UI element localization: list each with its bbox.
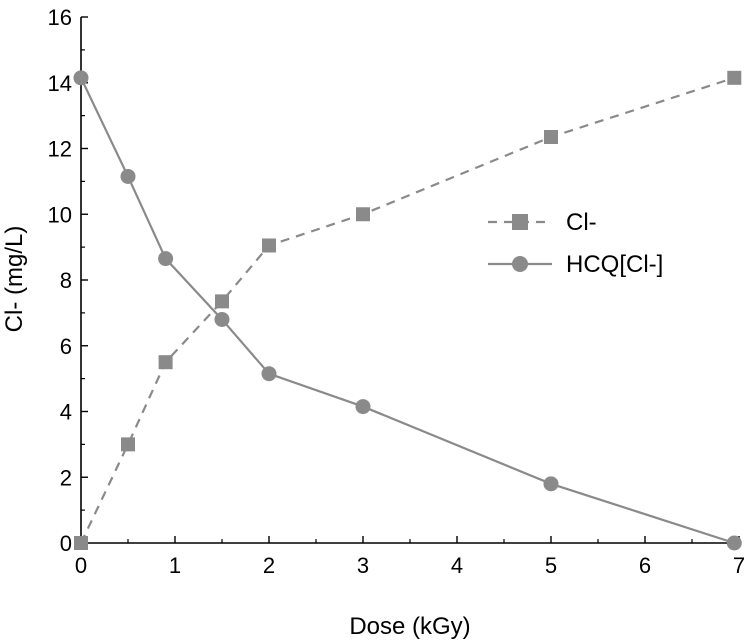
data-point-square — [215, 294, 229, 309]
x-tick-label: 2 — [263, 553, 275, 578]
data-point-square — [121, 437, 135, 452]
data-point-circle — [543, 476, 559, 492]
x-tick-label: 5 — [545, 553, 557, 578]
y-tick-label: 10 — [48, 202, 72, 227]
y-tick-label: 16 — [48, 5, 72, 30]
y-tick-label: 4 — [60, 400, 72, 425]
data-point-circle — [73, 70, 89, 86]
y-tick-label: 12 — [48, 137, 72, 162]
x-tick-label: 0 — [75, 553, 87, 578]
data-point-square — [74, 536, 88, 550]
data-point-circle — [158, 251, 174, 267]
data-point-circle — [726, 535, 742, 551]
y-tick-label: 14 — [48, 71, 72, 96]
series-hcq-cl — [73, 70, 742, 551]
x-tick-label: 4 — [451, 553, 463, 578]
data-point-circle — [120, 168, 136, 184]
data-point-circle — [355, 399, 371, 415]
data-point-square — [356, 207, 370, 222]
data-point-square — [158, 355, 173, 370]
legend-label: HCQ[Cl-] — [566, 251, 663, 278]
y-axis-title: Cl- (mg/L) — [1, 226, 28, 333]
data-point-square — [262, 238, 276, 253]
legend-marker-circle — [512, 256, 528, 272]
data-point-square — [544, 129, 558, 144]
x-axis-title: Dose (kGy) — [349, 613, 470, 640]
data-point-circle — [261, 366, 277, 382]
legend-marker-square — [512, 214, 528, 230]
y-tick-label: 6 — [60, 334, 72, 359]
series-line — [80, 76, 735, 544]
data-point-circle — [214, 311, 230, 327]
y-tick-label: 8 — [60, 268, 72, 293]
series-cl — [74, 70, 742, 550]
data-point-square — [727, 70, 742, 85]
legend-item: Cl- — [488, 209, 597, 236]
series-line — [80, 77, 735, 545]
legend-item: HCQ[Cl-] — [488, 251, 663, 278]
x-tick-label: 3 — [357, 553, 369, 578]
x-tick-label: 6 — [639, 553, 651, 578]
y-tick-label: 2 — [60, 465, 72, 490]
legend-label: Cl- — [566, 209, 597, 236]
series-layer — [73, 70, 742, 551]
legend: Cl- HCQ[Cl-] — [488, 209, 663, 278]
y-tick-label: 0 — [60, 531, 72, 556]
x-tick-label: 1 — [169, 553, 181, 578]
x-tick-label: 7 — [733, 553, 745, 578]
